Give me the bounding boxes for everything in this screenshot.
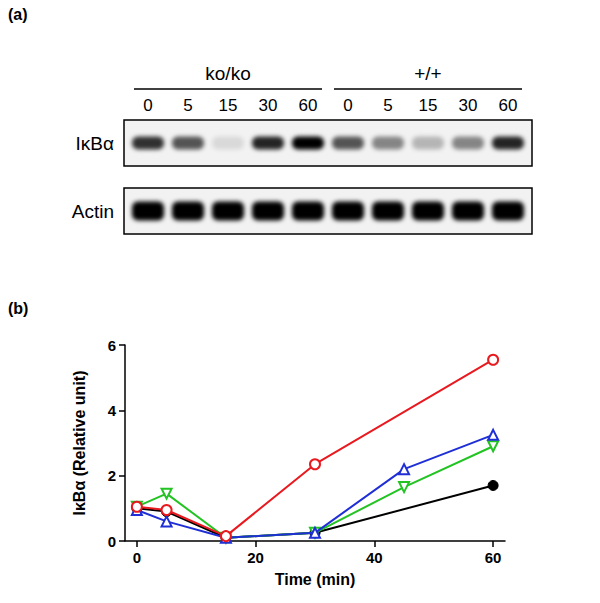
svg-text:Actin: Actin [72,201,114,222]
svg-text:15: 15 [219,96,238,115]
svg-text:30: 30 [459,96,478,115]
svg-text:20: 20 [247,549,264,566]
svg-text:60: 60 [485,549,502,566]
html-text:(a): (a) [8,6,28,23]
svg-text:0: 0 [133,549,141,566]
svg-text:5: 5 [383,96,392,115]
svg-text:ko/ko: ko/ko [205,63,250,84]
svg-text:IκBα (Relative unit): IκBα (Relative unit) [71,371,88,516]
html-text:(b): (b) [8,300,29,317]
svg-text:0: 0 [343,96,352,115]
svg-text:15: 15 [419,96,438,115]
svg-text:+/+: +/+ [414,63,441,84]
svg-text:2: 2 [108,467,116,484]
svg-text:60: 60 [499,96,518,115]
svg-text:60: 60 [299,96,318,115]
svg-text:6: 6 [108,337,116,354]
svg-text:4: 4 [108,402,117,419]
svg-text:0: 0 [108,533,116,550]
svg-text:Time (min): Time (min) [275,571,356,588]
svg-text:40: 40 [366,549,383,566]
svg-text:30: 30 [259,96,278,115]
svg-text:5: 5 [183,96,192,115]
svg-text:0: 0 [143,96,152,115]
svg-text:IκBα: IκBα [76,133,114,154]
